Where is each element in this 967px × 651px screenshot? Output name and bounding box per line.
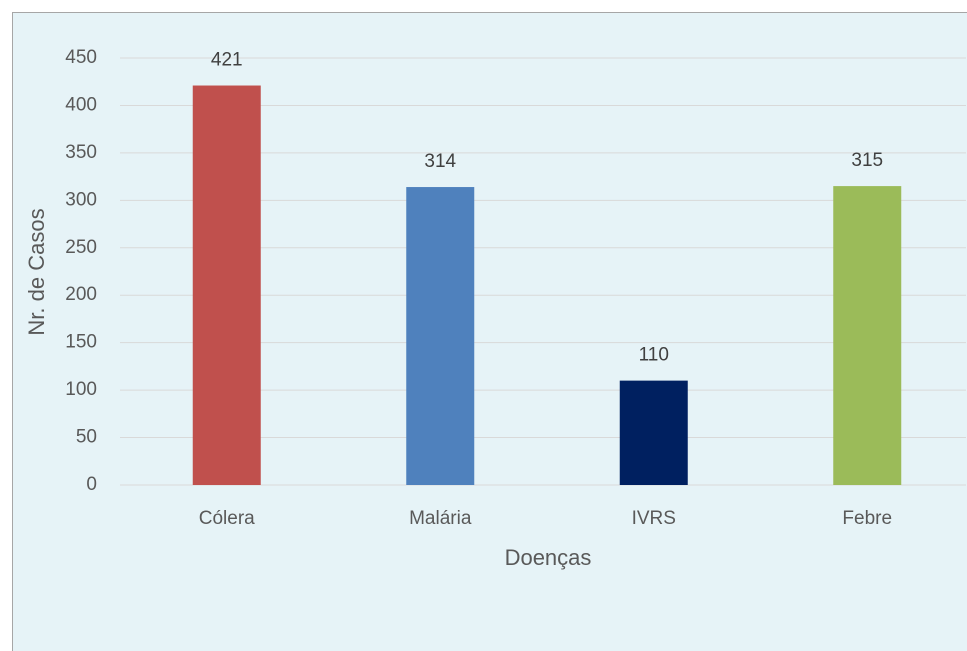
y-tick-label: 100 — [65, 379, 97, 400]
y-tick-label: 150 — [65, 332, 97, 353]
bar — [406, 187, 475, 485]
x-axis-title: Doenças — [505, 545, 592, 570]
value-label: 314 — [424, 151, 456, 172]
y-tick-label: 450 — [65, 47, 97, 68]
value-label: 110 — [639, 345, 669, 366]
bar — [192, 85, 261, 486]
value-label: 315 — [851, 150, 883, 171]
y-tick-label: 50 — [76, 427, 97, 448]
value-label: 421 — [211, 50, 243, 71]
y-axis-title: Nr. de Casos — [24, 208, 49, 335]
y-tick-label: 200 — [65, 284, 97, 305]
y-tick-label: 350 — [65, 142, 97, 163]
y-tick-label: 0 — [86, 474, 97, 495]
x-tick-label: Cólera — [199, 508, 255, 529]
x-tick-label: IVRS — [632, 508, 676, 529]
bar — [619, 380, 688, 485]
y-tick-label: 250 — [65, 237, 97, 258]
y-tick-label: 400 — [65, 94, 97, 115]
bar — [833, 186, 902, 485]
y-tick-label: 300 — [65, 189, 97, 210]
chart-area — [12, 12, 967, 651]
x-tick-label: Malária — [409, 508, 472, 529]
x-tick-label: Febre — [842, 508, 892, 529]
